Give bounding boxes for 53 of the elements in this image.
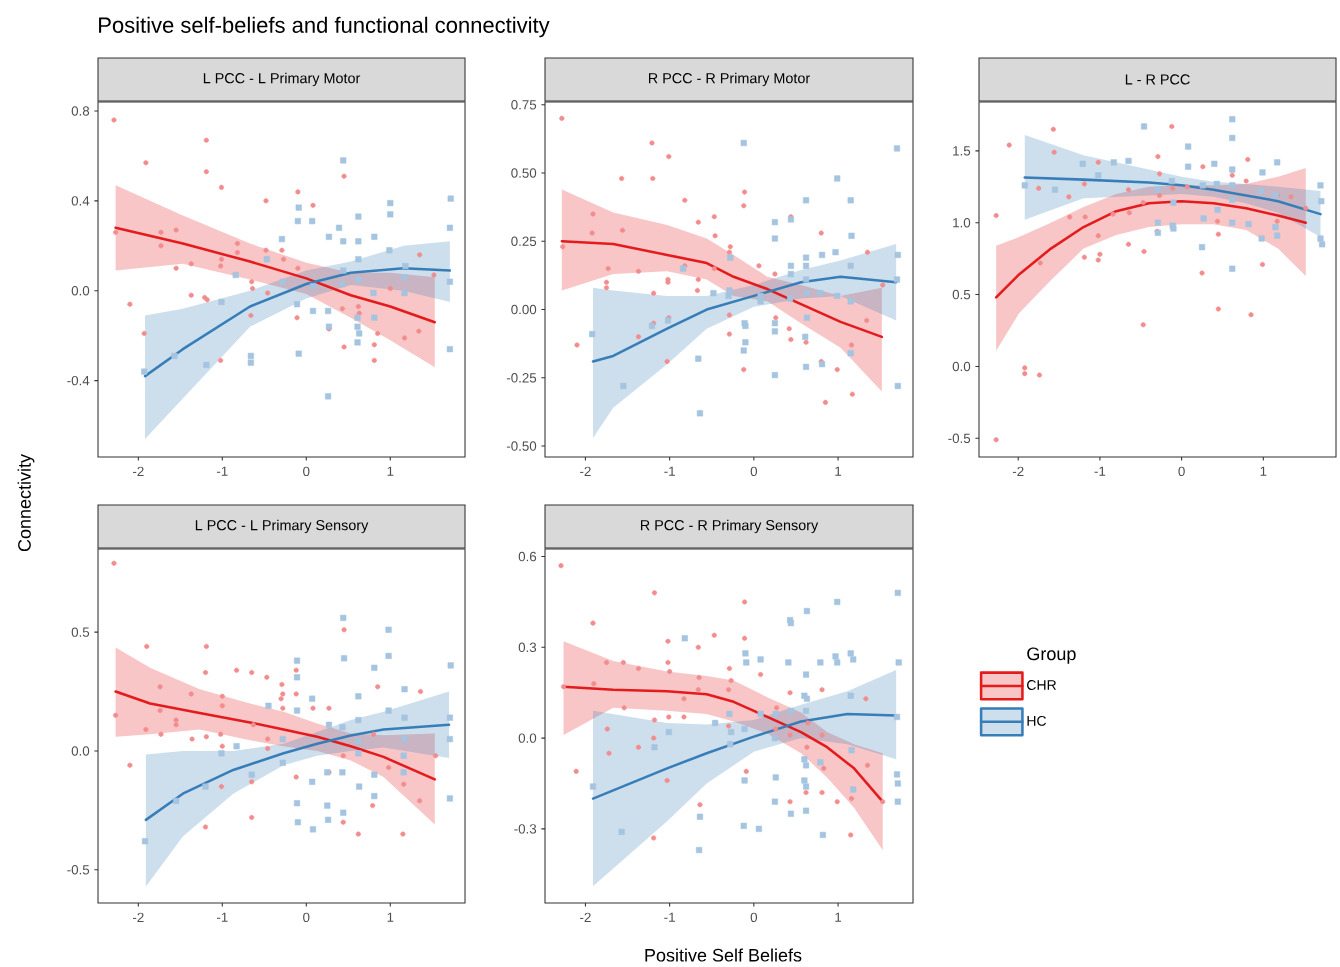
- legend-title: Group: [1027, 647, 1076, 664]
- x-tick-label: -2: [580, 466, 591, 476]
- x-tick-label: 1: [835, 912, 842, 922]
- y-tick-label: 0.75: [511, 100, 537, 110]
- x-tick-label: 0: [303, 466, 310, 477]
- y-tick-label: 1.0: [953, 218, 971, 228]
- x-tick-label: 0: [750, 912, 758, 923]
- x-tick-label: -2: [1012, 466, 1024, 476]
- y-tick-label: -0.5: [67, 865, 90, 875]
- x-tick-label: 0: [1178, 466, 1185, 477]
- y-tick-label: 0.0: [518, 733, 537, 743]
- chart-title: L - R PCC: [1125, 74, 1190, 85]
- y-tick-label: 0.6: [518, 551, 537, 562]
- y-axis-title: Connectivity: [17, 454, 35, 552]
- y-tick-label: 0.0: [71, 286, 90, 296]
- legend-label: CHR: [1027, 680, 1057, 690]
- x-axis-title: Positive Self Beliefs: [645, 948, 802, 962]
- chart-title: R PCC - R Primary Motor: [648, 72, 810, 87]
- text: Positive self-beliefs and functional connectivity: [99, 16, 550, 38]
- y-tick-label: 0.5: [71, 627, 90, 637]
- x-tick-label: 1: [1260, 466, 1267, 476]
- y-tick-label: 0.8: [71, 106, 90, 116]
- y-tick-label: -0.4: [67, 375, 90, 386]
- x-tick-label: -1: [216, 466, 228, 476]
- x-tick-label: -1: [664, 912, 675, 922]
- x-tick-label: 1: [835, 466, 842, 476]
- y-tick-label: 0.00: [511, 304, 537, 315]
- x-tick-label: 1: [387, 912, 394, 922]
- y-tick-label: -0.5: [948, 433, 971, 444]
- y-tick-label: 0.5: [952, 289, 971, 300]
- chart-title: R PCC - R Primary Sensory: [640, 519, 819, 534]
- y-tick-label: -0.25: [506, 373, 537, 383]
- x-tick-label: -2: [132, 912, 144, 922]
- x-tick-label: 0: [303, 912, 310, 923]
- x-tick-label: 1: [387, 466, 394, 476]
- y-tick-label: 0.4: [71, 196, 90, 206]
- x-tick-label: -1: [664, 466, 675, 476]
- y-tick-label: 0.0: [952, 361, 971, 372]
- x-tick-label: -2: [132, 466, 144, 476]
- y-tick-label: 1.5: [953, 146, 971, 156]
- legend-label: HC: [1027, 715, 1047, 726]
- x-tick-label: -1: [1094, 466, 1106, 476]
- y-tick-label: 0.25: [511, 236, 537, 246]
- x-tick-label: 0: [750, 466, 758, 477]
- y-tick-label: 0.3: [518, 642, 537, 653]
- chart-title: L PCC - L Primary Motor: [203, 72, 361, 87]
- x-tick-label: -1: [216, 912, 228, 922]
- y-tick-label: 0.0: [71, 746, 90, 756]
- y-tick-label: -0.50: [506, 441, 537, 451]
- x-tick-label: -2: [580, 912, 591, 922]
- chart-title: L PCC - L Primary Sensory: [195, 519, 369, 534]
- y-tick-label: -0.3: [514, 824, 537, 834]
- y-tick-label: 0.50: [511, 168, 537, 178]
